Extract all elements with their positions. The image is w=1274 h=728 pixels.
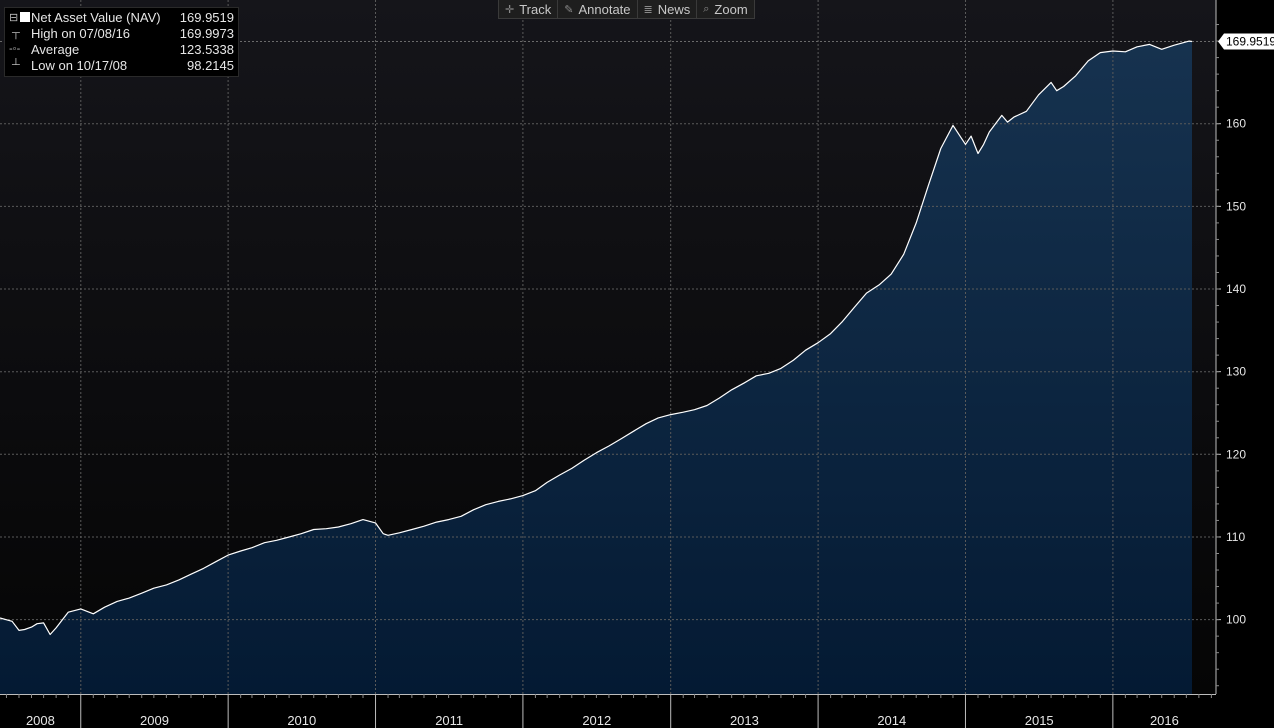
legend-row-nav[interactable]: ⊟ Net Asset Value (NAV) 169.9519	[9, 9, 234, 25]
nav-value: 169.9519	[179, 9, 234, 25]
high-value: 169.9973	[179, 25, 234, 41]
news-label: News	[657, 1, 691, 17]
chart-toolbar: ✛ Track ✎ Annotate ≣ News ⌕ Zoom	[498, 0, 755, 19]
last-value-text: 169.9519	[1226, 34, 1274, 48]
x-tick-label: 2016	[1150, 713, 1179, 728]
low-label: Low on 10/17/08	[31, 57, 128, 73]
y-tick-label: 110	[1226, 530, 1245, 544]
x-tick-label: 2015	[1025, 713, 1054, 728]
low-marker-icon: ┴	[9, 59, 20, 71]
x-tick-label: 2008	[26, 713, 55, 728]
x-axis-band	[0, 694, 1216, 728]
news-list-icon: ≣	[643, 3, 653, 16]
x-tick-label: 2014	[877, 713, 906, 728]
x-tick-label: 2013	[730, 713, 759, 728]
news-button[interactable]: ≣ News	[638, 0, 698, 18]
average-marker-icon: -◦-	[9, 43, 21, 55]
x-tick-label: 2010	[287, 713, 316, 728]
zoom-label: Zoom	[714, 1, 748, 17]
average-label: Average	[31, 41, 80, 57]
high-label: High on 07/08/16	[31, 25, 131, 41]
x-tick-label: 2009	[140, 713, 169, 728]
y-tick-label: 150	[1226, 199, 1246, 213]
x-tick-label: 2011	[435, 713, 463, 728]
low-value: 98.2145	[187, 57, 234, 73]
annotate-button[interactable]: ✎ Annotate	[558, 0, 638, 18]
y-tick-label: 120	[1226, 447, 1246, 461]
high-marker-icon: ┬	[9, 27, 20, 39]
x-tick-label: 2012	[582, 713, 611, 728]
magnifier-icon: ⌕	[703, 2, 710, 15]
collapse-toggle-icon[interactable]: ⊟	[9, 11, 31, 24]
nav-area-fill	[0, 41, 1192, 695]
last-value-tag	[1218, 33, 1274, 50]
nav-swatch	[20, 11, 31, 22]
y-tick-label: 160	[1226, 117, 1246, 131]
crosshair-icon: ✛	[505, 3, 515, 16]
nav-label: Net Asset Value (NAV)	[31, 9, 161, 25]
pencil-icon: ✎	[564, 3, 574, 16]
average-value: 123.5338	[179, 41, 234, 57]
zoom-button[interactable]: ⌕ Zoom	[697, 0, 753, 18]
chart-legend: ⊟ Net Asset Value (NAV) 169.9519 ┬ High …	[4, 7, 239, 77]
legend-row-high: ┬ High on 07/08/16 169.9973	[9, 25, 234, 41]
y-tick-label: 130	[1226, 365, 1246, 379]
annotate-label: Annotate	[578, 1, 631, 17]
legend-row-average: -◦- Average 123.5338	[9, 41, 234, 57]
y-tick-label: 140	[1226, 282, 1246, 296]
legend-row-low: ┴ Low on 10/17/08 98.2145	[9, 57, 234, 73]
y-tick-label: 100	[1226, 613, 1246, 627]
track-label: Track	[519, 1, 552, 17]
nav-series-line	[0, 40, 1193, 636]
track-button[interactable]: ✛ Track	[499, 0, 559, 18]
